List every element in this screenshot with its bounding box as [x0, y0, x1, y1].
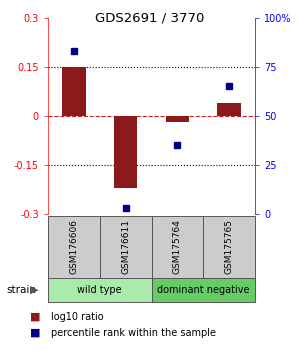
- Bar: [48, 278, 152, 302]
- Bar: [218, 103, 241, 116]
- Text: GDS2691 / 3770: GDS2691 / 3770: [95, 11, 205, 24]
- Bar: [166, 116, 189, 122]
- Text: ■: ■: [30, 312, 40, 322]
- Text: GSM176611: GSM176611: [121, 219, 130, 274]
- Bar: [114, 116, 137, 188]
- Text: ■: ■: [30, 328, 40, 338]
- Text: dominant negative: dominant negative: [157, 285, 250, 295]
- Text: GSM175765: GSM175765: [225, 219, 234, 274]
- Bar: [62, 67, 85, 116]
- Text: GSM176606: GSM176606: [69, 219, 78, 274]
- Text: GSM175764: GSM175764: [173, 219, 182, 274]
- Bar: [100, 216, 152, 278]
- Bar: [152, 278, 255, 302]
- Bar: [203, 216, 255, 278]
- Text: strain: strain: [6, 285, 36, 295]
- Text: log10 ratio: log10 ratio: [51, 312, 104, 322]
- Text: wild type: wild type: [77, 285, 122, 295]
- Bar: [152, 216, 203, 278]
- Bar: [48, 216, 100, 278]
- Text: percentile rank within the sample: percentile rank within the sample: [51, 328, 216, 338]
- Text: ▶: ▶: [30, 285, 39, 295]
